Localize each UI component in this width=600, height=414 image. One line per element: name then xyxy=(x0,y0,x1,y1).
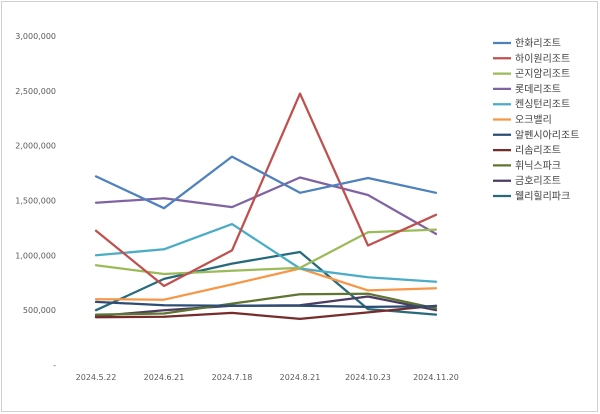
y-axis: - 500,000 1,000,000 1,500,000 2,000,000 2,500… xyxy=(15,32,56,370)
series-line-7 xyxy=(94,304,438,321)
series-line-8 xyxy=(94,292,438,316)
legend-item: 곤지암리조트 xyxy=(493,68,570,80)
legend-label: 알펜시아리조트 xyxy=(515,129,579,141)
legend-label: 한화리조트 xyxy=(515,38,561,50)
x-tick-label: 2024.7.18 xyxy=(212,373,253,382)
x-tick-label: 2024.10.23 xyxy=(345,373,391,382)
x-tick-label: 2024.11.20 xyxy=(413,373,459,382)
x-tick-label: 2024.5.22 xyxy=(76,373,117,382)
y-tick-label: - xyxy=(53,361,56,370)
series-line-3 xyxy=(94,176,438,236)
legend-label: 오크밸리 xyxy=(515,114,552,126)
legend-label: 곤지암리조트 xyxy=(515,68,570,80)
legend-label: 리솜리조트 xyxy=(515,145,561,157)
x-axis: 2024.5.22 2024.6.21 2024.7.18 2024.8.21 2024… xyxy=(76,373,459,382)
series-line-10 xyxy=(94,250,438,316)
series-line-2 xyxy=(94,228,438,276)
legend: 한화리조트하이원리조트곤지암리조트롯데리조트켄싱턴리조트오크밸리알펜시아리조트리… xyxy=(493,38,579,203)
series-line-5 xyxy=(94,267,438,301)
legend-label: 휘닉스파크 xyxy=(515,160,561,172)
legend-label: 하이원리조트 xyxy=(515,52,570,65)
legend-item: 한화리조트 xyxy=(493,38,561,50)
series-line-1 xyxy=(94,92,438,288)
legend-item: 리솜리조트 xyxy=(493,145,561,157)
y-tick-label: 1,500,000 xyxy=(15,197,56,206)
legend-label: 롯데리조트 xyxy=(515,83,561,95)
y-tick-label: 1,000,000 xyxy=(15,251,56,260)
legend-item: 웰리힐리파크 xyxy=(493,190,570,203)
legend-label: 금호리조트 xyxy=(515,175,561,187)
y-tick-label: 2,500,000 xyxy=(15,87,56,96)
legend-item: 금호리조트 xyxy=(493,175,561,187)
y-tick-label: 2,000,000 xyxy=(15,142,56,151)
series-line-4 xyxy=(94,222,438,283)
legend-item: 켄싱턴리조트 xyxy=(493,99,570,111)
y-tick-label: 500,000 xyxy=(23,306,56,315)
series-line-0 xyxy=(94,155,438,210)
x-tick-label: 2024.6.21 xyxy=(144,373,185,382)
x-tick-label: 2024.8.21 xyxy=(280,373,321,382)
legend-item: 알펜시아리조트 xyxy=(493,129,579,141)
legend-label: 웰리힐리파크 xyxy=(515,190,570,203)
legend-item: 하이원리조트 xyxy=(493,52,570,65)
legend-item: 롯데리조트 xyxy=(493,83,561,95)
series-line-6 xyxy=(94,300,438,309)
legend-label: 켄싱턴리조트 xyxy=(515,99,570,111)
legend-item: 휘닉스파크 xyxy=(493,160,561,172)
legend-item: 오크밸리 xyxy=(493,114,552,126)
y-tick-label: 3,000,000 xyxy=(15,32,56,41)
series-lines xyxy=(94,92,438,321)
